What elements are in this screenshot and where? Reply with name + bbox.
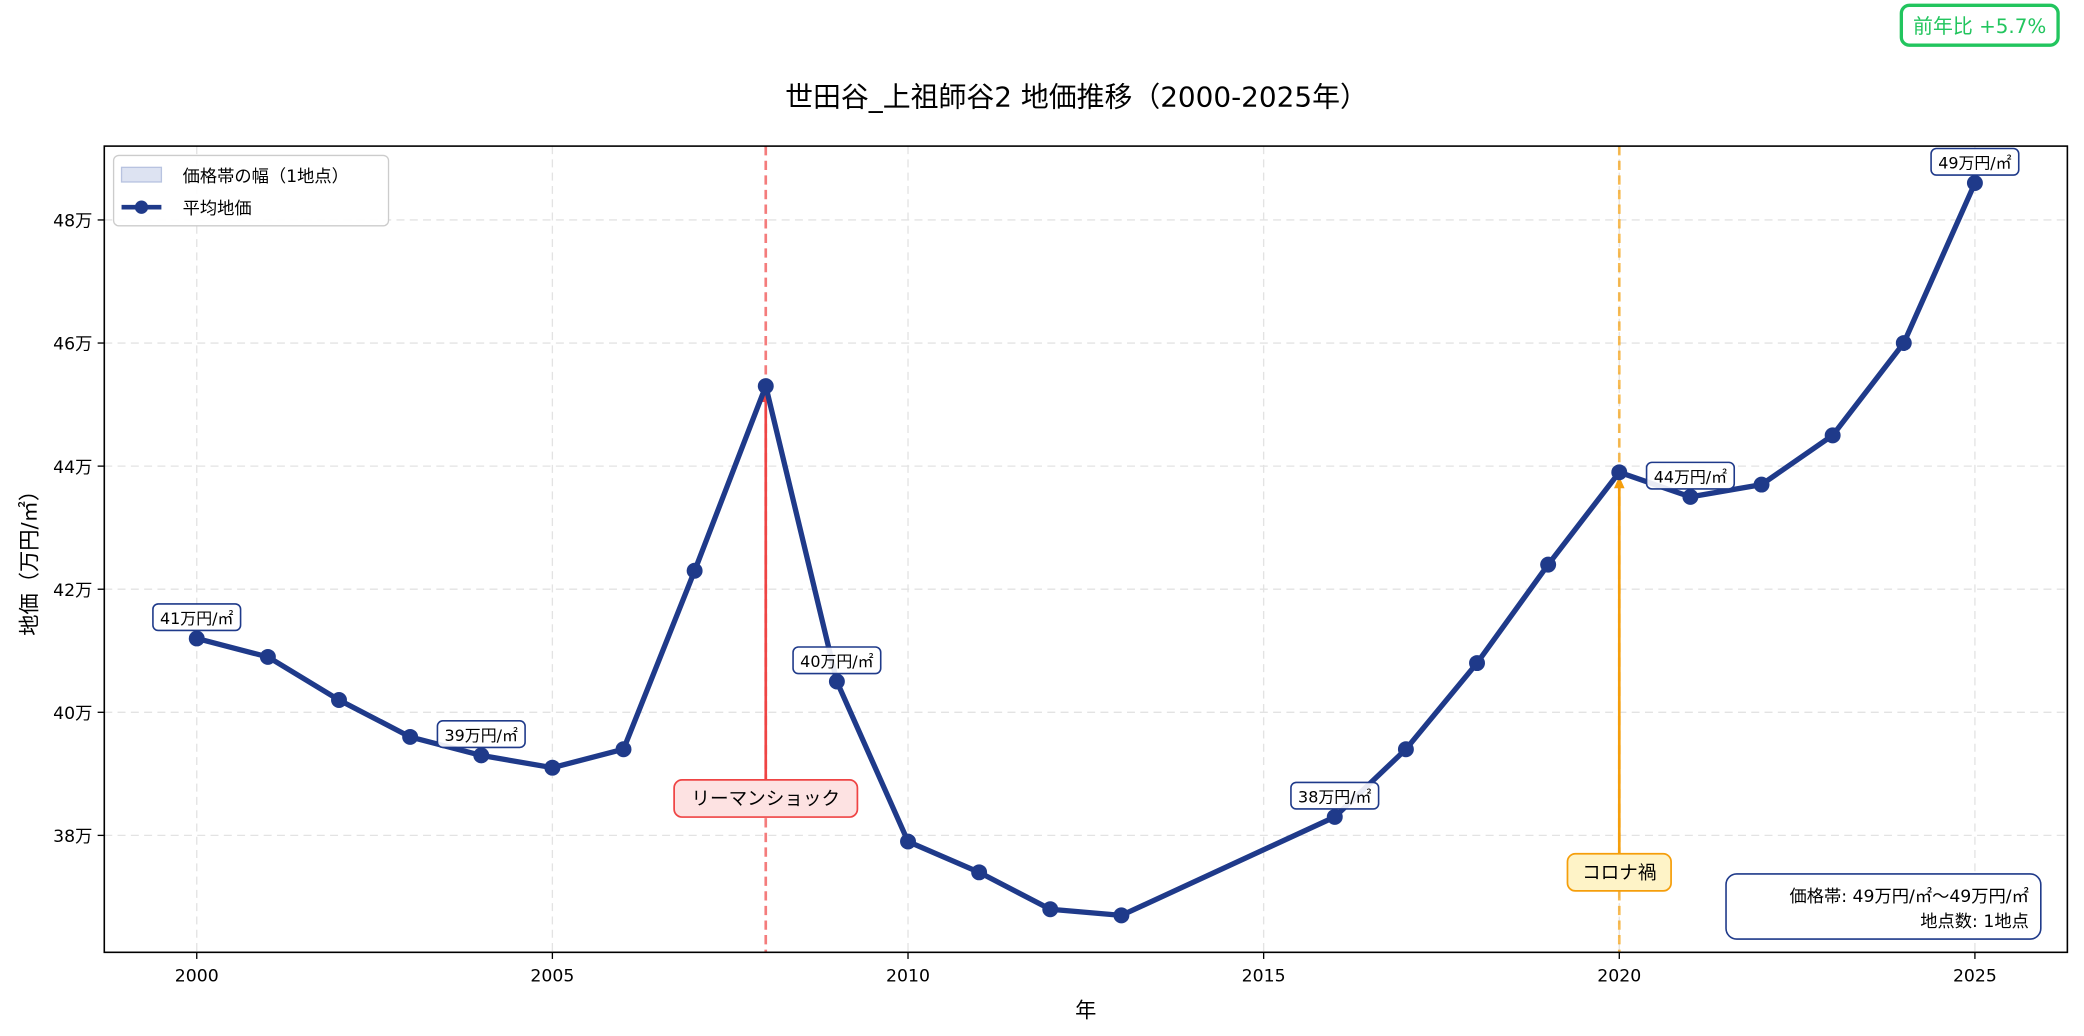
yoy-badge [1899,3,2060,47]
point-labels: 41万円/㎡ 39万円/㎡ 40万円/㎡ 38万円/㎡ 44万円/㎡ 49万円/㎡ [152,147,2020,810]
grid [104,146,2068,953]
legend-entry-band: 価格帯の幅（1地点） [183,167,349,187]
data-point [1753,476,1770,493]
event-label-box [1566,852,1672,892]
data-point [402,728,419,745]
data-point [828,673,845,690]
point-label-box [1930,147,2020,176]
x-tick-label: 2015 [1242,967,1286,987]
y-axis-label: 地価（万円/㎡） [17,480,43,636]
data-point [1397,741,1414,758]
point-label-box [1290,781,1380,810]
point-label: 39万円/㎡ [445,726,518,745]
event-label: リーマンショック [691,789,840,810]
average-price-line [196,181,1978,919]
info-box: 価格帯: 49万円/㎡〜49万円/㎡ 地点数: 1地点 [1725,873,2042,940]
chart-title: 世田谷_上祖師谷2 地価推移（2000-2025年） [785,80,1368,113]
y-tick-label: 44万 [53,458,92,478]
point-label-box [1645,461,1736,490]
data-point [259,648,276,665]
y-tick-label: 38万 [53,827,92,847]
data-point [473,747,490,764]
legend: 価格帯の幅（1地点） 平均地価 [112,154,390,227]
point-label: 44万円/㎡ [1654,467,1727,486]
y-tick-label: 42万 [53,581,92,601]
y-tick-label: 40万 [53,704,92,724]
axis-ticks: 2000 2005 2010 2015 2020 2025 38万 40万 42万 44万 46万 4… [53,212,1997,987]
data-point [1895,335,1912,352]
point-label: 49万円/㎡ [1938,153,2011,172]
data-point [1326,808,1343,825]
yoy-badge-text: 前年比 +5.7% [1913,15,2046,38]
info-box-range: 価格帯: 49万円/㎡〜49万円/㎡ [1790,887,2029,907]
point-label-box [152,603,242,632]
event-arrowhead [1613,476,1625,489]
data-point [1042,901,1059,918]
data-point [544,759,561,776]
data-point [686,562,703,579]
legend-entry-average: 平均地価 [183,199,252,219]
data-point [1824,427,1841,444]
info-box-frame [1725,873,2042,940]
x-tick-label: 2020 [1597,967,1641,987]
info-box-count: 地点数: 1地点 [1920,912,2029,932]
legend-swatch-marker [134,200,149,214]
x-tick-label: 2025 [1953,967,1997,987]
data-point [331,692,347,708]
y-tick-label: 46万 [53,335,92,355]
data-point [1966,175,1983,191]
x-tick-label: 2010 [886,967,930,987]
data-point [1113,907,1130,924]
x-tick-label: 2000 [175,967,219,987]
y-tick-label: 48万 [53,212,92,232]
legend-frame [112,154,390,227]
event-label-box [673,779,859,818]
point-label-box [436,720,526,749]
plot-frame [103,145,2069,954]
point-label-box [792,646,882,675]
x-tick-label: 2005 [530,967,574,987]
data-point [900,833,916,850]
data-point [615,741,632,758]
point-label: 38万円/㎡ [1298,787,1371,806]
data-point [188,630,205,647]
data-point [971,864,988,881]
data-point [1611,464,1628,481]
data-point [1469,655,1485,672]
event-label: コロナ禍 [1582,863,1656,884]
series [188,175,1983,924]
data-point [1540,556,1557,573]
legend-swatch-band [120,166,163,183]
data-point [757,378,774,395]
point-label: 41万円/㎡ [160,609,233,628]
data-point [1682,488,1699,505]
x-axis-label: 年 [1075,998,1096,1023]
point-label: 40万円/㎡ [800,652,873,671]
